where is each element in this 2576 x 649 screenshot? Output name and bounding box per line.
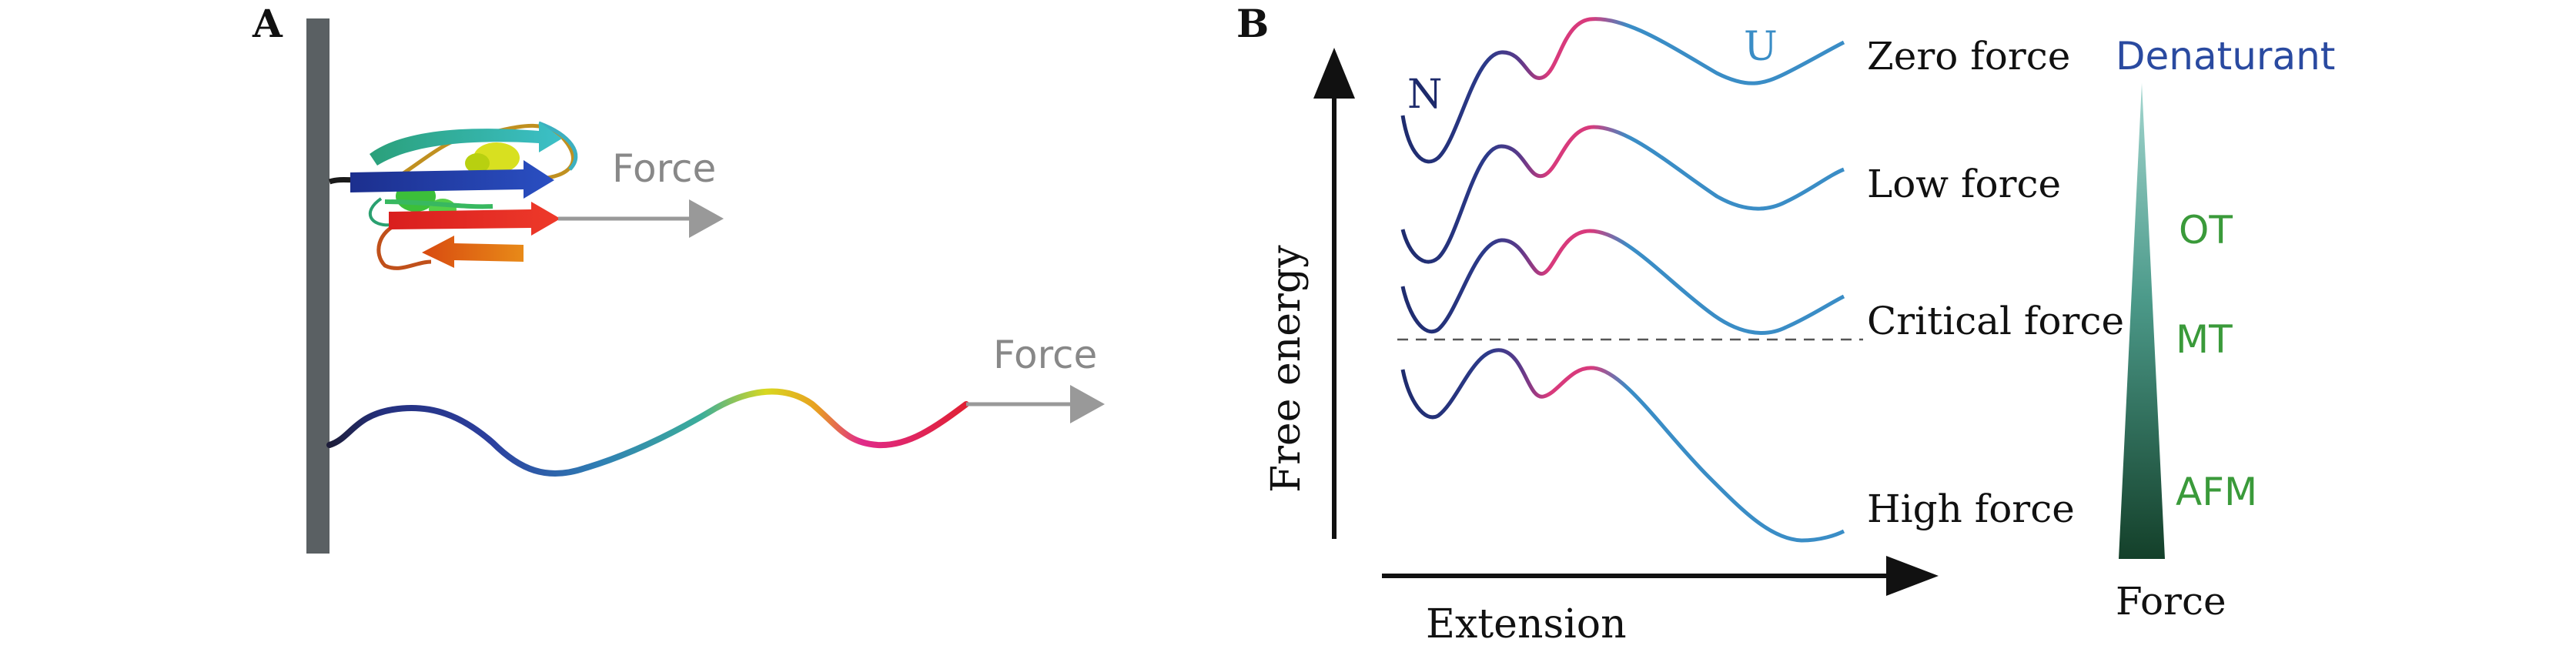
panel-a-letter: A xyxy=(252,1,283,46)
denaturant-label: Denaturant xyxy=(2116,34,2335,79)
curve-label-zero-force: Zero force xyxy=(1867,34,2070,79)
curve-label-low-force: Low force xyxy=(1867,162,2061,206)
energy-curve-zero-force xyxy=(1400,17,1845,164)
energy-curve-high-force xyxy=(1400,348,1845,543)
panel-b-letter: B xyxy=(1236,1,1269,46)
technique-label-ot: OT xyxy=(2179,208,2233,253)
curve-label-high-force: High force xyxy=(1867,487,2075,531)
energy-curve-low-force xyxy=(1400,125,1845,264)
technique-label-mt: MT xyxy=(2176,317,2233,362)
x-axis xyxy=(1382,556,1939,596)
force-label-top: Force xyxy=(612,146,716,191)
technique-label-afm: AFM xyxy=(2176,470,2257,514)
force-wedge-label: Force xyxy=(2116,579,2226,624)
x-axis-label: Extension xyxy=(1426,601,1627,647)
anchor-wall xyxy=(306,18,330,554)
y-axis-label: Free energy xyxy=(1263,245,1310,493)
energy-curve-critical-force xyxy=(1400,229,1845,335)
force-gradient-wedge xyxy=(2119,83,2165,559)
y-axis xyxy=(1313,48,1355,539)
unfolded-state-label: U xyxy=(1744,24,1778,70)
unfolded-chain xyxy=(326,388,969,477)
native-state-label: N xyxy=(1407,72,1443,118)
force-label-bottom: Force xyxy=(993,333,1097,377)
folded-protein-ribbon xyxy=(328,121,578,270)
curve-label-critical-force: Critical force xyxy=(1867,299,2124,343)
